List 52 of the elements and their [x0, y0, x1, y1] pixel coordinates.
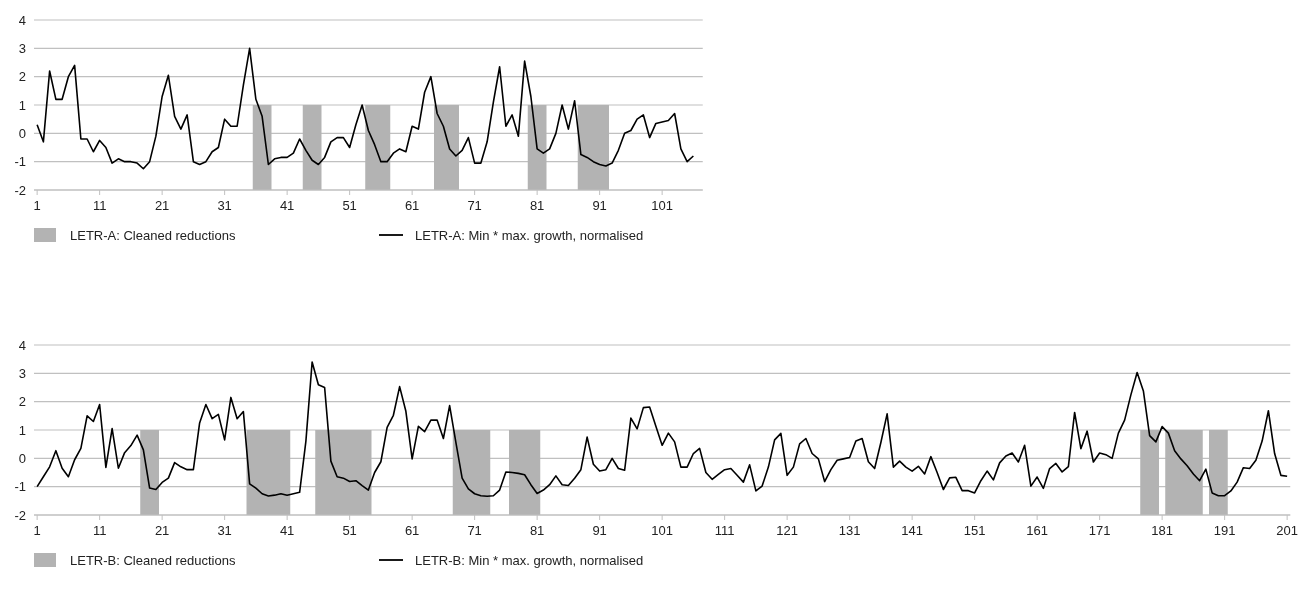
x-tick-label: 131 — [838, 523, 861, 538]
x-tick-label: 101 — [651, 523, 673, 538]
line-series — [36, 361, 1288, 498]
y-tick-label: 3 — [18, 365, 26, 381]
y-tick-label: 0 — [18, 450, 26, 466]
legend-label: LETR-B: Min * max. growth, normalised — [415, 552, 644, 568]
x-tick-label: 141 — [901, 523, 923, 538]
x-tick-label: 91 — [592, 523, 607, 538]
x-tick-label: 31 — [217, 198, 232, 213]
x-tick-label: 1 — [33, 523, 41, 538]
x-tick-label: 41 — [279, 198, 295, 213]
x-tick-label: 91 — [592, 198, 607, 213]
y-tick-label: -2 — [14, 507, 26, 523]
x-tick-label: 161 — [1026, 523, 1048, 538]
line-series — [36, 47, 695, 170]
y-tick-label: 2 — [18, 394, 26, 410]
x-tick-label: 1 — [33, 198, 41, 213]
x-tick-label: 31 — [217, 523, 232, 538]
x-tick-label: 201 — [1276, 523, 1298, 538]
y-tick-label: -2 — [14, 182, 26, 198]
x-tick-label: 11 — [92, 198, 107, 213]
x-tick-label: 181 — [1151, 523, 1173, 538]
x-tick-label: 171 — [1088, 523, 1111, 538]
x-tick-label: 111 — [714, 523, 735, 538]
x-tick-label: 81 — [529, 523, 545, 538]
y-tick-label: 1 — [18, 422, 26, 438]
x-tick-label: 51 — [342, 198, 357, 213]
y-tick-label: 1 — [18, 97, 26, 113]
x-tick-label: 61 — [404, 198, 420, 213]
y-tick-label: 0 — [18, 125, 26, 141]
y-tick-label: 3 — [18, 40, 26, 56]
x-tick-label: 71 — [467, 523, 482, 538]
x-tick-label: 61 — [404, 523, 420, 538]
x-tick-label: 41 — [279, 523, 295, 538]
y-tick-label: -1 — [14, 479, 26, 495]
x-tick-label: 81 — [529, 198, 545, 213]
legend-label: LETR-A: Cleaned reductions — [70, 227, 236, 243]
x-tick-label: 191 — [1213, 523, 1236, 538]
x-tick-label: 101 — [651, 198, 673, 213]
y-tick-label: 4 — [18, 12, 26, 28]
x-tick-label: 71 — [467, 198, 482, 213]
y-tick-label: -1 — [14, 154, 26, 170]
x-tick-label: 21 — [154, 523, 170, 538]
x-tick-label: 21 — [154, 198, 170, 213]
y-tick-label: 2 — [18, 69, 26, 85]
x-tick-label: 51 — [342, 523, 357, 538]
y-tick-label: 4 — [18, 337, 26, 353]
x-tick-label: 151 — [963, 523, 986, 538]
legend-label: LETR-B: Cleaned reductions — [70, 552, 236, 568]
x-tick-label: 11 — [92, 523, 107, 538]
legend-label: LETR-A: Min * max. growth, normalised — [415, 227, 644, 243]
x-tick-label: 121 — [776, 523, 798, 538]
